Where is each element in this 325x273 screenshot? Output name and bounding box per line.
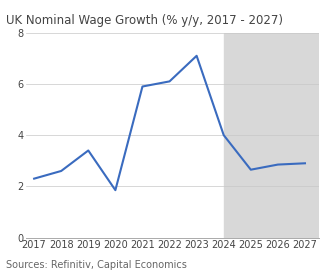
Text: UK Nominal Wage Growth (% y/y, 2017 - 2027): UK Nominal Wage Growth (% y/y, 2017 - 20…: [6, 14, 283, 27]
Bar: [224, 33, 318, 238]
Text: Sources: Refinitiv, Capital Economics: Sources: Refinitiv, Capital Economics: [6, 260, 188, 270]
